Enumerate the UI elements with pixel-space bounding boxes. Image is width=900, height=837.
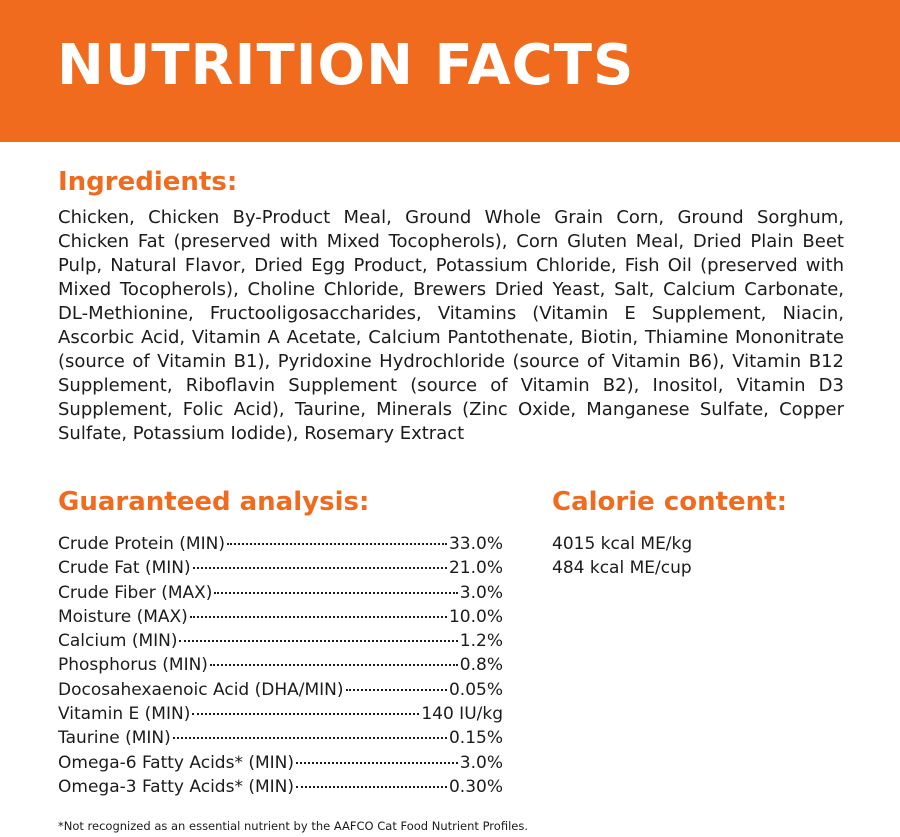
analysis-row: Phosphorus (MIN) 0.8% bbox=[58, 653, 503, 677]
dot-leader bbox=[179, 640, 458, 643]
dot-leader bbox=[209, 664, 458, 667]
guaranteed-analysis-list: Crude Protein (MIN) 33.0% Crude Fat (MIN)… bbox=[58, 532, 503, 799]
dot-leader bbox=[296, 785, 447, 788]
dot-leader bbox=[189, 615, 447, 618]
header-banner: NUTRITION FACTS bbox=[0, 0, 900, 142]
analysis-row: Docosahexaenoic Acid (DHA/MIN) 0.05% bbox=[58, 678, 503, 702]
analysis-name: Omega-3 Fatty Acids* (MIN) bbox=[58, 776, 295, 797]
analysis-row: Omega-3 Fatty Acids* (MIN) 0.30% bbox=[58, 775, 503, 799]
dot-leader bbox=[345, 688, 447, 691]
ingredients-heading: Ingredients: bbox=[58, 167, 238, 197]
analysis-row: Omega-6 Fatty Acids* (MIN) 3.0% bbox=[58, 751, 503, 775]
analysis-value: 10.0% bbox=[448, 606, 503, 627]
analysis-row: Vitamin E (MIN) 140 IU/kg bbox=[58, 702, 503, 726]
dot-leader bbox=[214, 591, 458, 594]
analysis-value: 0.30% bbox=[448, 776, 503, 797]
analysis-row: Moisture (MAX) 10.0% bbox=[58, 605, 503, 629]
analysis-name: Crude Protein (MIN) bbox=[58, 534, 225, 554]
ingredients-text: Chicken, Chicken By-Product Meal, Ground… bbox=[58, 207, 844, 444]
analysis-name: Crude Fat (MIN) bbox=[58, 558, 191, 579]
analysis-name: Omega-6 Fatty Acids* (MIN) bbox=[58, 752, 295, 773]
analysis-value: 3.0% bbox=[459, 752, 503, 773]
analysis-value: 0.8% bbox=[459, 655, 503, 676]
analysis-value: 0.05% bbox=[448, 679, 503, 700]
analysis-value: 3.0% bbox=[459, 582, 503, 603]
analysis-value: 140 IU/kg bbox=[421, 704, 503, 725]
analysis-row: Crude Fat (MIN) 21.0% bbox=[58, 556, 503, 580]
calorie-line: 484 kcal ME/cup bbox=[552, 558, 692, 579]
dot-leader bbox=[192, 567, 447, 570]
analysis-value: 21.0% bbox=[448, 558, 503, 579]
analysis-name: Crude Fiber (MAX) bbox=[58, 582, 213, 603]
page-title: NUTRITION FACTS bbox=[57, 33, 635, 98]
analysis-row: Calcium (MIN) 1.2% bbox=[58, 629, 503, 653]
dot-leader bbox=[226, 543, 447, 545]
analysis-value: 0.15% bbox=[448, 728, 503, 749]
dot-leader bbox=[192, 713, 420, 716]
analysis-name: Taurine (MIN) bbox=[58, 728, 171, 749]
dot-leader bbox=[172, 737, 447, 740]
analysis-value: 1.2% bbox=[459, 631, 503, 652]
analysis-row: Crude Fiber (MAX) 3.0% bbox=[58, 581, 503, 605]
calorie-line: 4015 kcal ME/kg bbox=[552, 534, 693, 554]
analysis-name: Docosahexaenoic Acid (DHA/MIN) bbox=[58, 679, 344, 700]
analysis-value: 33.0% bbox=[448, 534, 503, 554]
analysis-name: Vitamin E (MIN) bbox=[58, 704, 191, 725]
analysis-row: Crude Protein (MIN) 33.0% bbox=[58, 532, 503, 556]
footnote: *Not recognized as an essential nutrient… bbox=[58, 819, 528, 833]
calorie-content-heading: Calorie content: bbox=[552, 487, 788, 517]
guaranteed-analysis-heading: Guaranteed analysis: bbox=[58, 487, 370, 517]
analysis-name: Calcium (MIN) bbox=[58, 631, 178, 652]
dot-leader bbox=[296, 761, 458, 764]
analysis-row: Taurine (MIN) 0.15% bbox=[58, 726, 503, 750]
analysis-name: Phosphorus (MIN) bbox=[58, 655, 208, 676]
analysis-name: Moisture (MAX) bbox=[58, 606, 188, 627]
calorie-content-list: 4015 kcal ME/kg 484 kcal ME/cup bbox=[552, 532, 692, 581]
